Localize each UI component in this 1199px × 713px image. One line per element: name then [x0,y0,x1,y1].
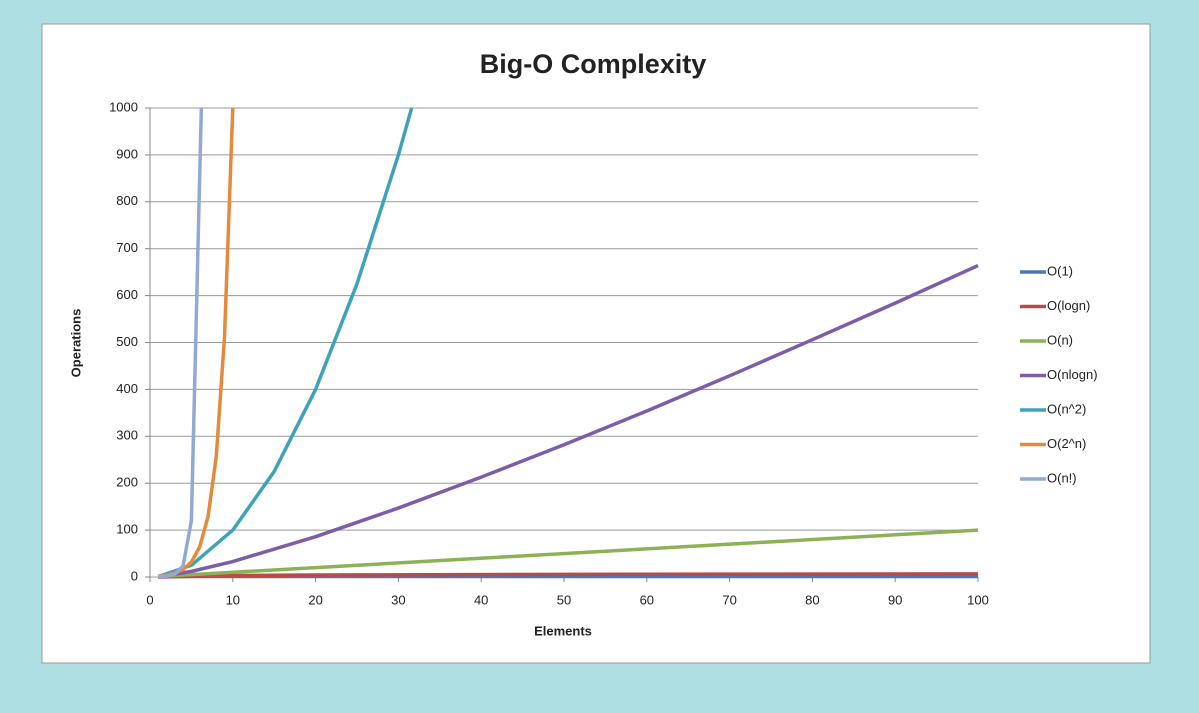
chart-frame [41,23,1151,664]
legend-label: O(n!) [1047,470,1077,485]
y-axis-title: Operations [68,309,83,378]
legend: O(1) O(logn) O(n) O(nlogn) O(n^2) O(2^n) O(n!) [1020,263,1098,485]
y-tick-label: 700 [116,240,138,255]
x-tick-label: 50 [557,592,571,607]
x-tick-label: 60 [640,592,654,607]
chart-title: Big-O Complexity [480,49,707,79]
x-tick-label: 70 [722,592,736,607]
legend-label: O(1) [1047,263,1073,278]
y-tick-label: 200 [116,475,138,490]
y-tick-label: 300 [116,428,138,443]
series-line [158,528,979,579]
y-tick-label: 400 [116,381,138,396]
y-tick-label: 900 [116,146,138,161]
y-tick-label: 0 [131,568,138,583]
y-tick-label: 500 [116,334,138,349]
x-tick-label: 20 [308,592,322,607]
legend-label: O(logn) [1047,298,1090,313]
y-tick-label: 1000 [109,99,138,114]
legend-label: O(n^2) [1047,401,1086,416]
plot [157,107,979,579]
legend-label: O(n) [1047,332,1073,347]
x-axis-title: Elements [534,623,592,638]
legend-label: O(2^n) [1047,436,1086,451]
y-tick-label: 600 [116,287,138,302]
y-tick-label: 100 [116,522,138,537]
x-tick-label: 90 [888,592,902,607]
x-tick-label: 10 [226,592,240,607]
series-line [157,263,979,579]
x-tick-label: 100 [967,592,989,607]
series-line [158,572,979,579]
series-line [158,107,204,579]
x-tick-label: 0 [146,592,153,607]
legend-label: O(nlogn) [1047,367,1098,382]
y-tick-label: 800 [116,193,138,208]
series-line [157,107,414,579]
x-tick-label: 40 [474,592,488,607]
x-tick-label: 30 [391,592,405,607]
x-tick-label: 80 [805,592,819,607]
